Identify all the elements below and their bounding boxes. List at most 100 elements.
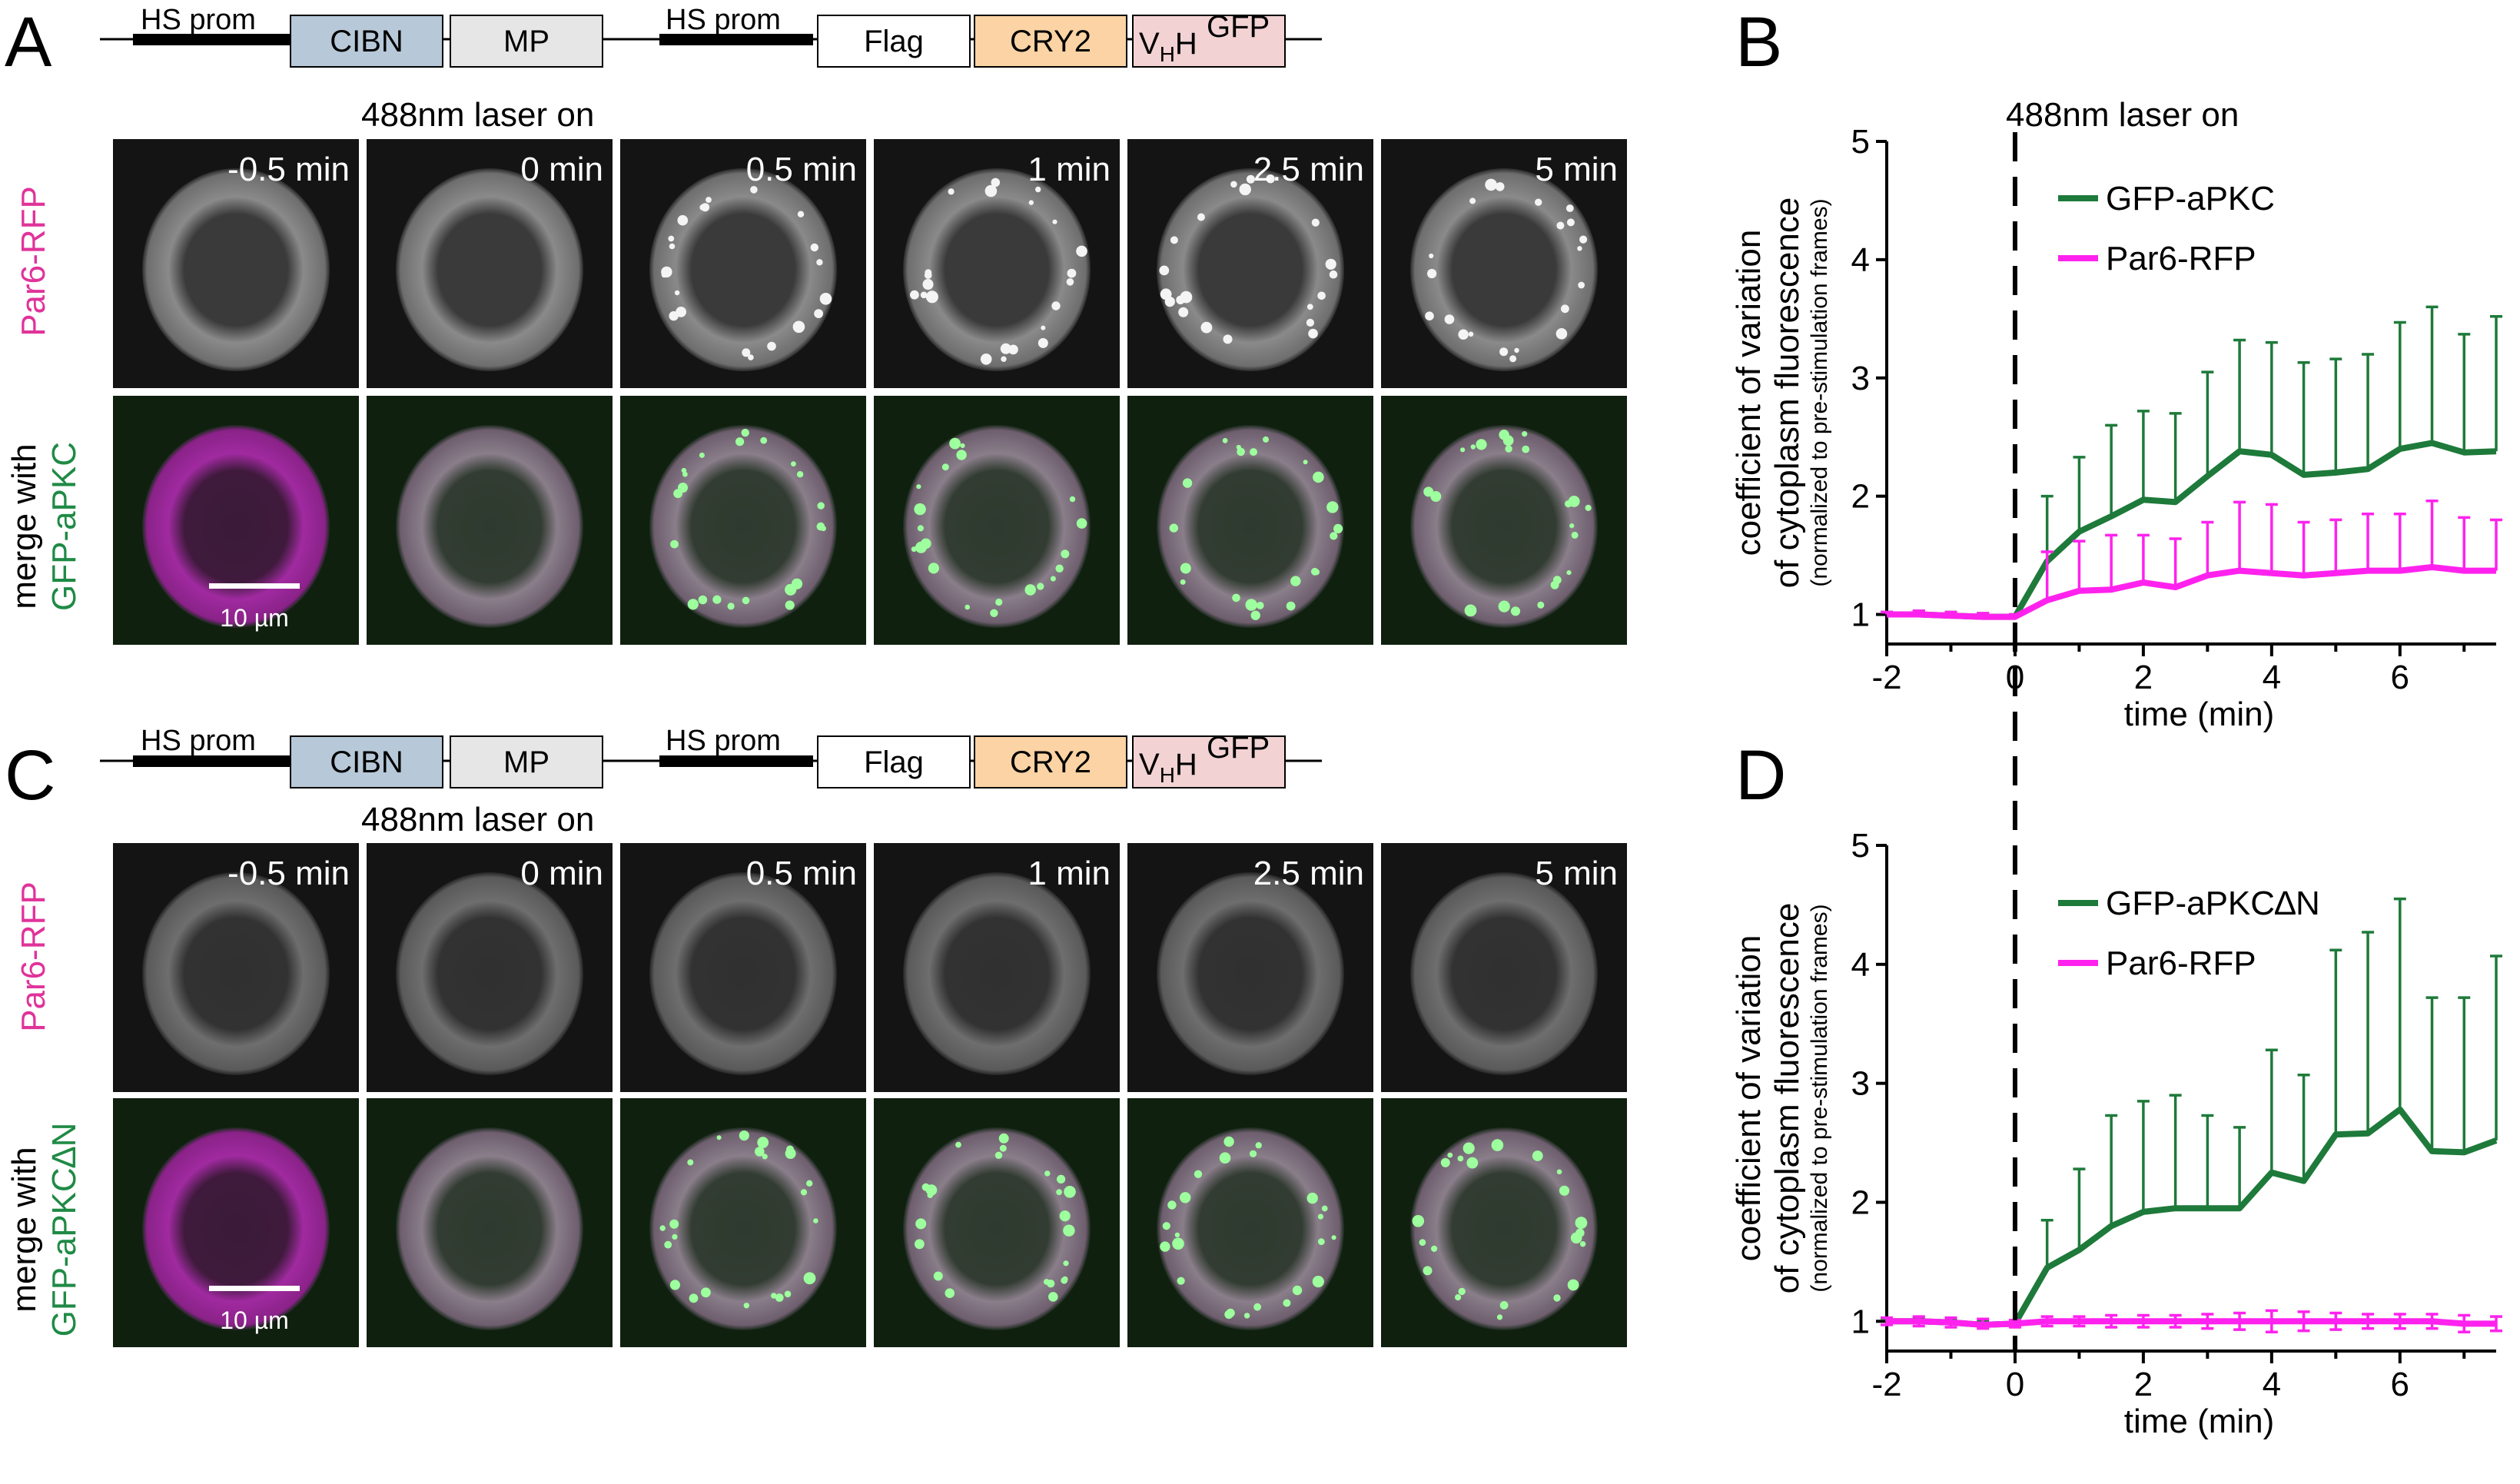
micrograph-tile	[620, 396, 866, 645]
legend-label: GFP-aPKC	[2106, 180, 2275, 217]
cell	[1157, 872, 1344, 1075]
micrograph-tile	[1127, 1098, 1373, 1347]
punctum	[1466, 1157, 1479, 1169]
scale-bar-label: 10 µm	[220, 1306, 289, 1334]
x-tick-label: 2	[2134, 1366, 2153, 1403]
micrograph-tile	[620, 1098, 866, 1347]
cell	[1410, 425, 1598, 628]
timepoint-label: 1 min	[1028, 855, 1111, 892]
punctum	[1306, 1192, 1318, 1204]
punctum	[955, 1141, 961, 1148]
panel-letter-b: B	[1735, 3, 1782, 81]
row-label-par6-a: Par6-RFP	[15, 186, 52, 337]
micrograph-grid-c: -0.5 min 0 min 0.5 min 1 min 2.5 min 5 min 10 …	[113, 843, 1627, 1347]
y-tick-label: 2	[1851, 1184, 1870, 1221]
punctum	[1056, 1189, 1062, 1196]
punctum	[815, 311, 823, 318]
punctum	[1535, 198, 1542, 206]
micrograph-tile: -0.5 min	[113, 139, 359, 388]
punctum	[1180, 563, 1191, 574]
punctum	[1427, 268, 1437, 279]
micrograph-tile: 0.5 min	[620, 139, 866, 388]
punctum	[1571, 531, 1579, 539]
punctum	[1197, 213, 1205, 221]
flag-label: Flag	[864, 25, 924, 58]
punctum	[1468, 331, 1474, 337]
punctum	[669, 1219, 679, 1229]
flag-box	[817, 15, 971, 68]
punctum	[1510, 606, 1521, 616]
vhh-label: VHH	[1139, 748, 1197, 787]
micrograph-grid-a: -0.5 min 0 min 0.5 min 1 min 2.5 min 5 min 10 …	[113, 139, 1627, 645]
micrograph-tile: 5 min	[1381, 843, 1627, 1092]
punctum	[1575, 1217, 1588, 1230]
punctum	[1331, 1235, 1336, 1240]
promoter-label: HS prom	[141, 4, 256, 36]
punctum	[1283, 1299, 1291, 1307]
punctum	[1330, 532, 1338, 540]
punctum	[1028, 200, 1034, 205]
punctum	[741, 428, 749, 437]
punctum	[914, 503, 926, 516]
punctum	[820, 526, 826, 532]
y-tick-label: 2	[1851, 478, 1870, 516]
punctum	[1180, 290, 1193, 304]
punctum	[816, 259, 823, 266]
punctum	[991, 178, 1001, 188]
punctum	[1160, 1241, 1170, 1252]
cell	[396, 872, 583, 1075]
punctum	[755, 1147, 765, 1157]
micrograph-tile: 0 min	[367, 843, 613, 1092]
punctum	[1063, 1260, 1069, 1267]
punctum	[1050, 576, 1056, 582]
punctum	[1219, 1152, 1231, 1164]
punctum	[1246, 174, 1255, 184]
punctum	[1514, 347, 1519, 354]
punctum	[742, 348, 751, 357]
punctum	[933, 1271, 943, 1281]
punctum	[810, 243, 819, 252]
punctum	[920, 291, 928, 299]
y-tick-label: 5	[1851, 827, 1870, 865]
punctum	[1313, 569, 1320, 576]
cell	[142, 425, 330, 628]
punctum	[1038, 337, 1048, 348]
punctum	[797, 211, 805, 217]
punctum	[956, 450, 967, 460]
punctum	[1170, 236, 1178, 244]
cell	[1410, 872, 1598, 1075]
punctum	[1041, 325, 1046, 330]
cell	[1157, 425, 1344, 628]
row-label-merge-c1: merge with	[5, 1147, 43, 1312]
punctum	[1491, 1139, 1504, 1151]
punctum	[1470, 444, 1476, 450]
punctum	[1463, 1142, 1475, 1154]
punctum	[1532, 1150, 1543, 1161]
punctum	[1024, 584, 1036, 596]
punctum	[771, 1293, 777, 1299]
punctum	[965, 604, 970, 610]
punctum	[1076, 518, 1087, 529]
punctum	[813, 1218, 818, 1223]
punctum	[1317, 291, 1326, 300]
punctum	[673, 489, 682, 499]
cibn-box	[290, 735, 443, 788]
series-line	[1887, 440, 2497, 620]
cibn-label: CIBN	[330, 745, 403, 779]
punctum	[1182, 478, 1193, 488]
punctum	[1035, 186, 1041, 193]
punctum	[960, 443, 965, 449]
punctum	[1499, 347, 1509, 357]
punctum	[1565, 500, 1572, 508]
x-tick-label: 4	[2263, 1366, 2281, 1403]
cell	[1410, 168, 1598, 371]
x-tick-label: 6	[2391, 659, 2409, 696]
punctum	[1239, 183, 1251, 196]
punctum	[1230, 181, 1237, 188]
punctum	[739, 1130, 749, 1141]
punctum	[1566, 570, 1572, 576]
y-axis-title: coefficient of variation	[1730, 230, 1768, 556]
punctum	[796, 471, 804, 478]
timepoint-label: 5 min	[1535, 855, 1618, 892]
